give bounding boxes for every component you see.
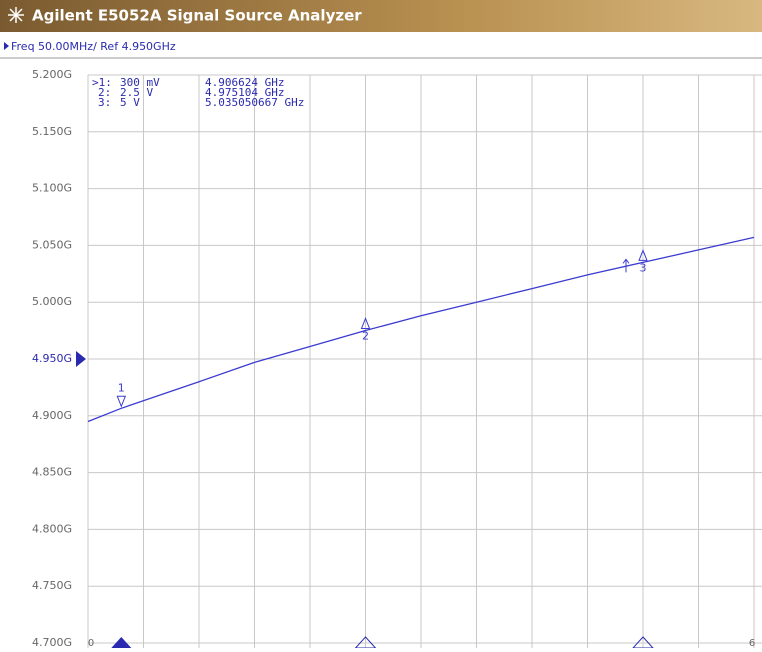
channel-header: Freq 50.00MHz/ Ref 4.950GHz <box>11 40 176 53</box>
marker-readout: >1: <box>92 76 112 89</box>
marker-symbol <box>116 395 127 408</box>
header-arrow <box>4 42 9 50</box>
marker-number: 2 <box>362 329 369 342</box>
marker-readout: 5.035050667 GHz <box>205 96 304 109</box>
title-bar <box>0 0 762 32</box>
y-tick-label: 5.200G <box>32 68 72 81</box>
header-bar <box>0 32 762 58</box>
marker-readout: 300 mV <box>120 76 160 89</box>
marker-symbol <box>360 317 371 329</box>
x-tick-label: 0 <box>88 638 94 648</box>
y-tick-label: 4.700G <box>32 636 72 648</box>
y-tick-label: 5.150G <box>32 125 72 138</box>
marker-number: 1 <box>118 381 125 394</box>
marker-symbol <box>638 249 648 261</box>
marker-readout: 3: <box>98 96 111 109</box>
marker-number: 3 <box>640 261 647 274</box>
marker-stimulus <box>111 637 132 648</box>
trace <box>87 236 755 423</box>
reference-arrow <box>76 351 86 367</box>
y-tick-label: 5.000G <box>32 295 72 308</box>
y-tick-label: 5.100G <box>32 182 72 195</box>
y-tick-label: 4.950G <box>32 352 72 365</box>
marker-readout: 2: <box>98 86 111 99</box>
app-icon <box>8 7 24 23</box>
y-tick-label: 5.050G <box>32 238 72 251</box>
y-tick-label: 4.750G <box>32 579 72 592</box>
marker-readout: 2.5 V <box>120 86 153 99</box>
marker-readout: 4.975104 GHz <box>205 86 284 99</box>
window-title: Agilent E5052A Signal Source Analyzer <box>32 7 362 25</box>
y-tick-label: 4.850G <box>32 466 72 479</box>
x-tick-label: 6 <box>749 638 755 648</box>
y-tick-label: 4.800G <box>32 522 72 535</box>
marker-readout: 4.906624 GHz <box>205 76 284 89</box>
overflow-arrow <box>622 258 630 273</box>
y-tick-label: 4.900G <box>32 409 72 422</box>
marker-readout: 5 V <box>120 96 140 109</box>
